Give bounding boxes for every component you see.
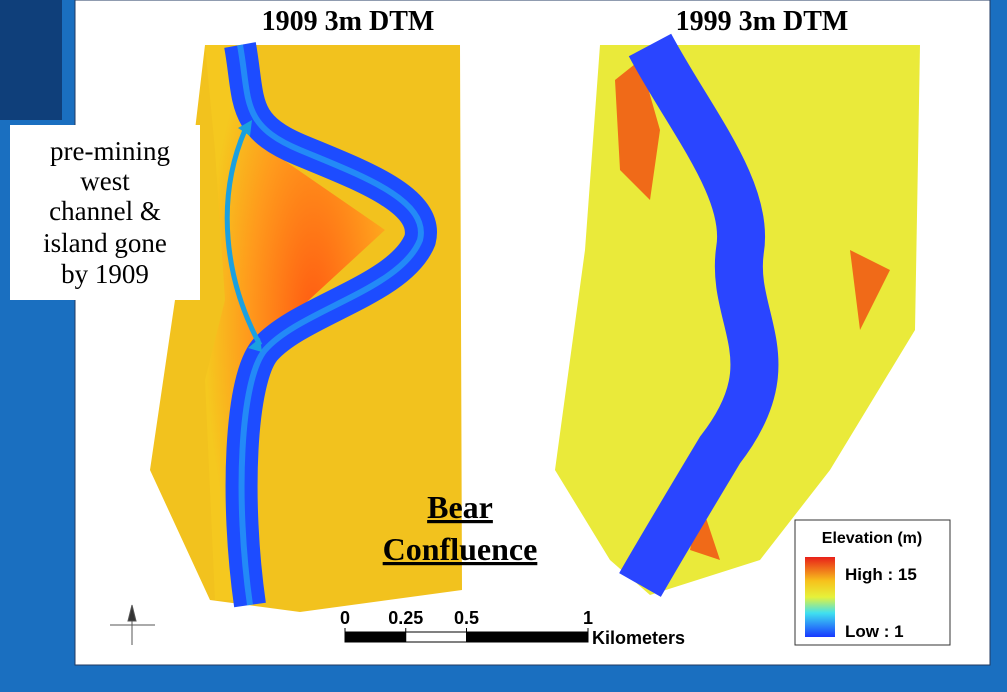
scale-unit: Kilometers	[592, 628, 685, 648]
scale-label: 0.5	[454, 608, 479, 628]
annotation-line: channel &	[49, 196, 161, 226]
scale-label: 0	[340, 608, 350, 628]
scale-segment	[406, 632, 467, 642]
page: 1909 3m DTM 1999 3m DTM pre-mining west …	[0, 0, 1007, 692]
legend-low: Low : 1	[845, 622, 904, 641]
scale-label: 1	[583, 608, 593, 628]
legend-high: High : 15	[845, 565, 917, 584]
scale-segment	[467, 632, 589, 642]
annotation-line: by 1909	[61, 259, 149, 289]
scale-label: 0.25	[388, 608, 423, 628]
legend-title: Elevation (m)	[822, 530, 922, 547]
site-line: Bear	[427, 489, 493, 525]
site-line: Confluence	[383, 531, 538, 567]
legend: Elevation (m) High : 15 Low : 1	[795, 520, 950, 645]
legend-ramp	[805, 557, 835, 637]
figure: 1909 3m DTM 1999 3m DTM pre-mining west …	[0, 0, 1007, 692]
annotation-line: pre-mining	[50, 136, 170, 166]
panel-title: 1909 3m DTM	[262, 6, 435, 37]
annotation-line: west	[80, 166, 130, 196]
accent-bar	[0, 0, 62, 120]
annotation-line: island gone	[43, 228, 167, 258]
panel-title: 1999 3m DTM	[676, 6, 849, 37]
scale-segment	[345, 632, 406, 642]
